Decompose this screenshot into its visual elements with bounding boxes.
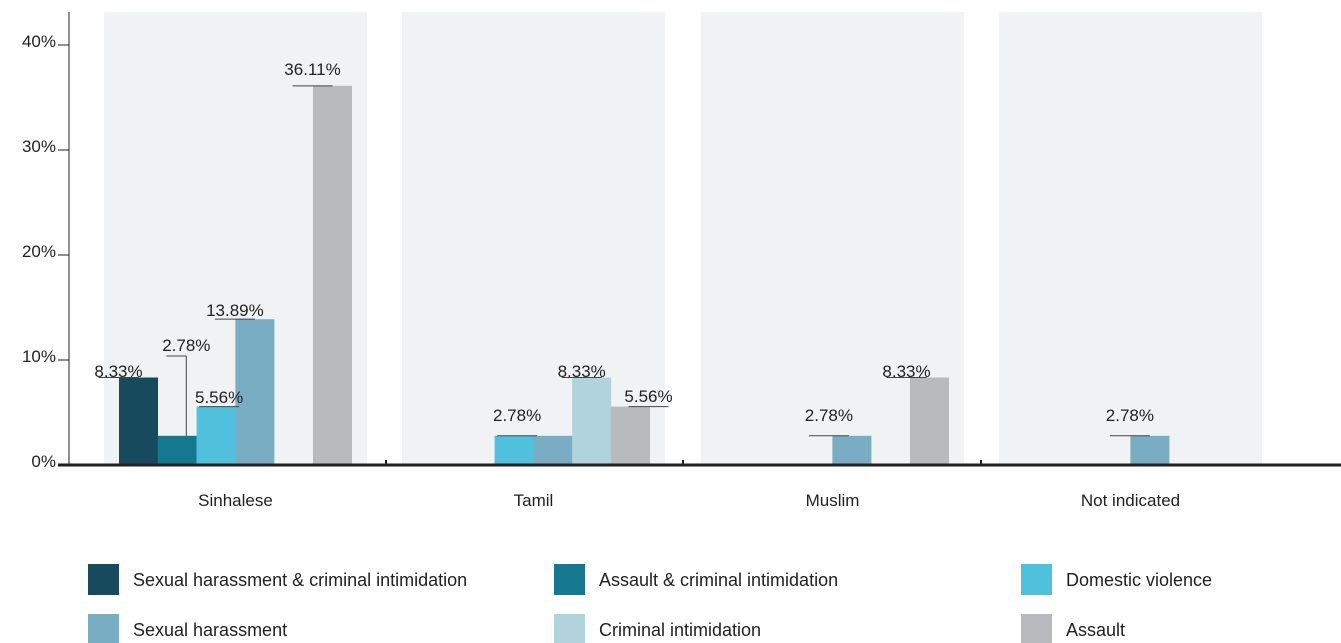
bar-sexual-harassment-tamil [533, 435, 573, 465]
legend-swatch-assault-and-criminal-intimidation [554, 564, 585, 595]
bar-domestic-violence-sinhalese [196, 406, 236, 465]
data-label-assault-sinhalese: 36.11% [284, 60, 340, 79]
y-tick-label: 10% [22, 347, 56, 366]
data-label-sexual-harassment-not-indicated: 2.78% [1106, 406, 1154, 425]
legend-label-sexual-harassment-and-criminal-intimidation: Sexual harassment & criminal intimidatio… [133, 570, 467, 590]
data-label-sexual-harassment-muslim: 2.78% [805, 406, 853, 425]
legend-swatch-sexual-harassment-and-criminal-intimidation [88, 564, 119, 595]
bar-sexual-harassment-not-indicated [1130, 435, 1170, 465]
y-tick-label: 30% [22, 137, 56, 156]
legend-label-sexual-harassment: Sexual harassment [133, 620, 287, 640]
y-tick-label: 20% [22, 242, 56, 261]
panel-tamil [402, 12, 665, 465]
bar-assault-tamil [611, 406, 650, 465]
category-panels [104, 12, 1262, 465]
bar-assault-and-criminal-intimidation-sinhalese [157, 435, 197, 465]
legend: Sexual harassment & criminal intimidatio… [88, 564, 1212, 643]
panel-not-indicated [999, 12, 1262, 465]
bar-assault-muslim [910, 377, 949, 465]
legend-label-assault-and-criminal-intimidation: Assault & criminal intimidation [599, 570, 838, 590]
data-label-sexual-harassment-sinhalese: 13.89% [206, 301, 264, 320]
data-label-assault-and-criminal-intimidation-sinhalese: 2.78% [162, 336, 210, 355]
category-label-tamil: Tamil [514, 491, 554, 510]
legend-swatch-assault [1021, 614, 1052, 643]
data-labels: 8.33% 2.78% 5.56% 13.89% 36.11% 2.78% 8.33% 5.5… [94, 60, 1154, 437]
legend-swatch-criminal-intimidation [554, 614, 585, 643]
category-label-not-indicated: Not indicated [1081, 491, 1180, 510]
y-tick-label: 40% [22, 32, 56, 51]
bar-sexual-harassment-sinhalese [235, 319, 275, 465]
data-label-domestic-violence-sinhalese: 5.56% [195, 388, 243, 407]
data-label-sexual-harassment-and-criminal-intimidation-sinhalese: 8.33% [94, 362, 142, 381]
data-label-criminal-intimidation-tamil: 8.33% [558, 362, 606, 381]
category-label-muslim: Muslim [806, 491, 860, 510]
legend-swatch-domestic-violence [1021, 564, 1052, 595]
legend-swatch-sexual-harassment [88, 614, 119, 643]
bar-sexual-harassment-and-criminal-intimidation-sinhalese [119, 377, 158, 465]
y-tick-label: 0% [31, 452, 56, 471]
bar-criminal-intimidation-tamil [572, 377, 612, 465]
bar-sexual-harassment-muslim [832, 435, 872, 465]
y-axis: 0% 10% 20% 30% 40% [22, 12, 70, 471]
data-label-assault-muslim: 8.33% [882, 362, 930, 381]
data-label-assault-tamil: 5.56% [624, 387, 672, 406]
data-label-domestic-violence-tamil: 2.78% [493, 406, 541, 425]
bar-assault-sinhalese [313, 85, 352, 466]
bar-domestic-violence-tamil [494, 435, 534, 465]
legend-label-criminal-intimidation: Criminal intimidation [599, 620, 761, 640]
legend-label-domestic-violence: Domestic violence [1066, 570, 1212, 590]
legend-label-assault: Assault [1066, 620, 1125, 640]
x-axis: Sinhalese Tamil Muslim Not indicated [58, 460, 1341, 510]
category-label-sinhalese: Sinhalese [198, 491, 273, 510]
bars [119, 85, 1170, 466]
